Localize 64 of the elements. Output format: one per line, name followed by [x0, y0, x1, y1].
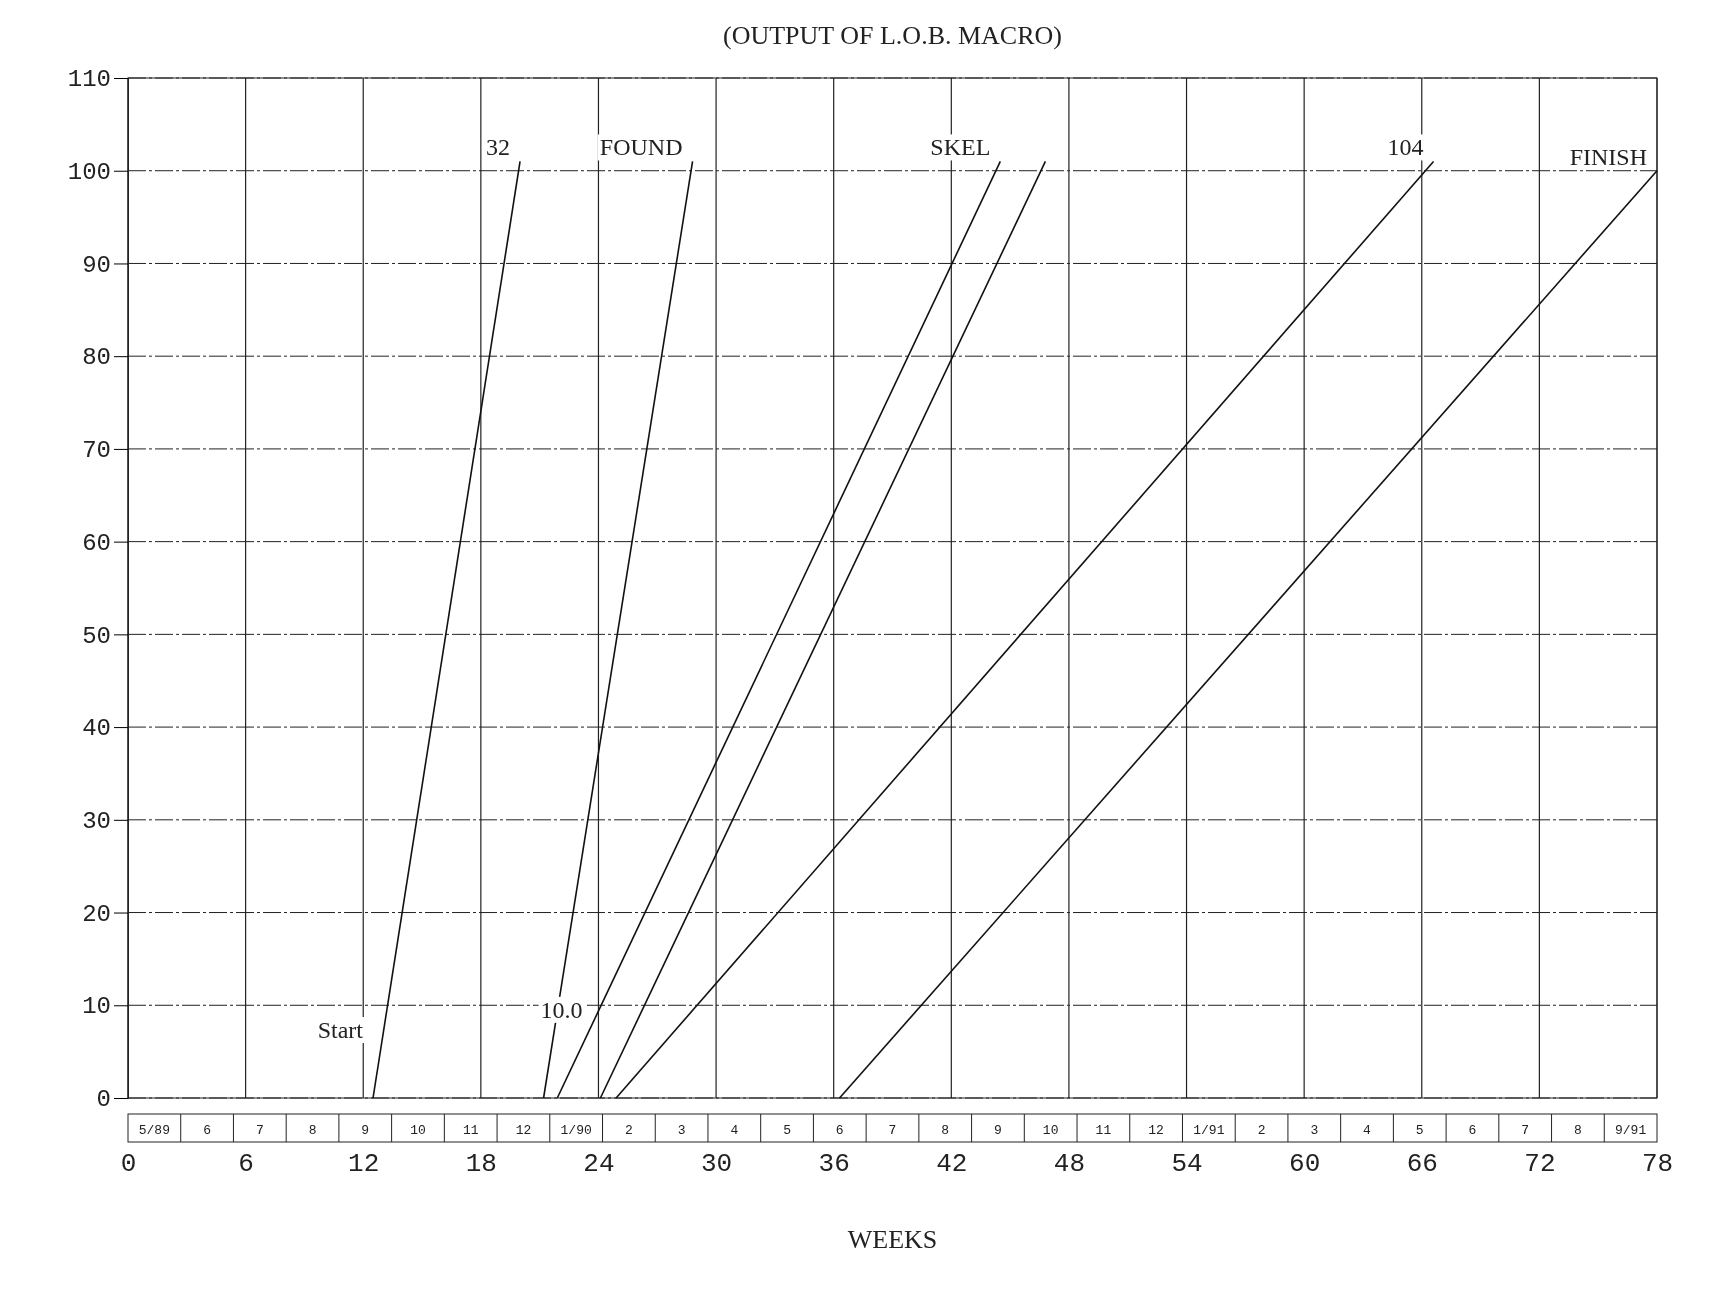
y-tick-label: 10 [82, 993, 111, 1021]
text: 7 [888, 1123, 897, 1138]
x-tick-label: 0 [120, 1149, 137, 1180]
y-tick-label: 80 [82, 344, 111, 372]
y-tick-label: 0 [96, 1086, 111, 1114]
text: 5 [1415, 1123, 1424, 1138]
annotation: 10.0 [540, 996, 583, 1023]
text: 5/89 [138, 1123, 170, 1138]
x-tick-label: 60 [1289, 1149, 1321, 1180]
x-tick-label: 78 [1641, 1149, 1674, 1180]
text: 5 [783, 1123, 791, 1138]
text: 9/91 [1615, 1123, 1647, 1138]
text: 3 [1310, 1123, 1319, 1138]
text: 9 [994, 1123, 1002, 1138]
x-tick-label: 12 [348, 1149, 380, 1180]
annotation: 104 [1387, 134, 1424, 161]
text: 3 [677, 1123, 686, 1138]
y-tick-label: 90 [82, 251, 111, 279]
y-tick-label: 20 [82, 900, 111, 928]
x-tick-label: 54 [1171, 1149, 1203, 1180]
text: 6 [835, 1123, 844, 1138]
text: 7 [1521, 1123, 1530, 1138]
x-tick-label: 48 [1053, 1149, 1086, 1180]
text: 2 [624, 1123, 633, 1138]
text: 11 [1095, 1123, 1112, 1138]
annotation: Start [317, 1017, 364, 1043]
x-axis-title: WEEKS [847, 1225, 938, 1254]
text: 10 [410, 1123, 426, 1138]
text: 4 [1363, 1123, 1372, 1138]
text: 7 [255, 1123, 264, 1138]
x-tick-label: 42 [936, 1149, 968, 1180]
annotation: FINISH [1569, 143, 1647, 170]
x-tick-label: 18 [465, 1149, 497, 1180]
y-tick-label: 60 [82, 529, 111, 557]
y-tick-label: 100 [67, 158, 111, 186]
annotation: 32 [486, 134, 511, 161]
x-tick-label: 30 [700, 1149, 733, 1180]
x-tick-label: 36 [818, 1149, 850, 1180]
chart-title: (OUTPUT OF L.O.B. MACRO) [723, 21, 1062, 50]
text: 10 [1042, 1123, 1059, 1138]
text: 8 [1574, 1123, 1582, 1138]
x-tick-label: 66 [1406, 1149, 1438, 1180]
text: 11 [462, 1123, 479, 1138]
annotation: FOUND [599, 134, 683, 161]
text: 12 [515, 1123, 532, 1138]
text: 6 [203, 1123, 211, 1138]
y-tick-label: 70 [82, 437, 111, 465]
text: 9 [361, 1123, 370, 1138]
text: 1/91 [1193, 1123, 1225, 1138]
text: 2 [1257, 1123, 1266, 1138]
y-tick-label: 110 [67, 66, 111, 94]
annotation: SKEL [930, 134, 991, 161]
y-tick-label: 30 [82, 808, 111, 835]
text: 6 [1468, 1123, 1477, 1138]
text: 8 [941, 1123, 950, 1138]
x-tick-label: 6 [238, 1149, 254, 1180]
y-tick-label: 50 [82, 622, 111, 650]
x-tick-label: 24 [583, 1149, 615, 1180]
text: 4 [730, 1123, 739, 1138]
text: 1/90 [560, 1123, 592, 1138]
text: 8 [308, 1123, 317, 1138]
text: 12 [1148, 1123, 1164, 1138]
y-tick-label: 40 [82, 715, 111, 743]
x-tick-label: 72 [1524, 1149, 1556, 1180]
